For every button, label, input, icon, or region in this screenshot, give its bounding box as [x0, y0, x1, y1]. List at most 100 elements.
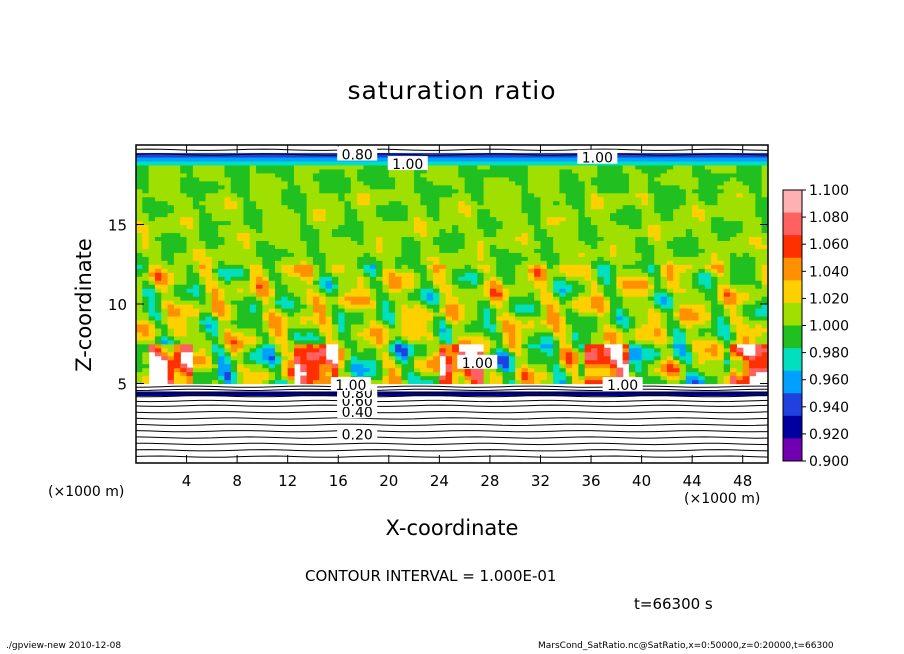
field-cell	[161, 351, 169, 357]
field-cell	[256, 160, 263, 166]
field-cell	[508, 244, 516, 249]
field-cell	[136, 268, 143, 273]
field-cell	[496, 268, 504, 273]
field-cell	[603, 272, 611, 277]
field-cell	[673, 300, 681, 305]
field-cell	[192, 331, 200, 337]
field-cell	[508, 296, 516, 301]
field-cell	[559, 184, 567, 190]
field-cell	[546, 323, 554, 329]
field-cell	[439, 315, 447, 321]
field-cell	[294, 164, 301, 170]
field-cell	[192, 240, 200, 245]
field-cell	[452, 304, 459, 309]
field-cell	[224, 276, 232, 281]
field-cell	[483, 156, 491, 162]
field-cell	[218, 339, 226, 345]
field-cell	[249, 160, 257, 166]
field-cell	[483, 200, 491, 206]
field-cell	[445, 212, 453, 218]
field-cell	[647, 315, 655, 321]
field-cell	[603, 276, 611, 281]
field-cell	[414, 304, 421, 309]
field-cell	[154, 343, 162, 349]
field-cell	[357, 204, 365, 210]
field-cell	[180, 371, 188, 377]
field-cell	[527, 208, 535, 214]
field-cell	[306, 268, 314, 273]
field-cell	[230, 248, 238, 253]
field-cell	[224, 335, 232, 341]
field-cell	[628, 323, 636, 329]
field-cell	[628, 304, 636, 309]
field-cell	[275, 300, 282, 305]
field-cell	[489, 331, 497, 337]
field-cell	[382, 331, 390, 337]
field-cell	[338, 335, 346, 341]
field-cell	[312, 272, 320, 277]
field-cell	[553, 168, 561, 174]
field-cell	[591, 208, 598, 214]
field-cell	[369, 200, 377, 206]
field-cell	[540, 359, 548, 365]
field-cell	[369, 367, 377, 373]
field-cell	[388, 188, 396, 194]
field-cell	[325, 264, 333, 269]
field-cell	[243, 172, 251, 178]
field-cell	[553, 272, 561, 277]
field-cell	[584, 196, 592, 202]
field-cell	[224, 228, 232, 234]
field-cell	[230, 236, 238, 241]
field-cell	[407, 188, 415, 194]
field-cell	[635, 319, 643, 325]
field-cell	[635, 307, 643, 313]
field-cell	[565, 379, 573, 385]
field-cell	[508, 331, 516, 337]
field-cell	[312, 375, 320, 381]
field-cell	[407, 319, 415, 325]
field-cell	[161, 284, 169, 289]
field-cell	[294, 264, 301, 269]
field-cell	[553, 256, 561, 261]
field-cell	[578, 224, 586, 230]
field-cell	[319, 204, 327, 210]
field-cell	[622, 244, 630, 249]
field-cell	[464, 168, 472, 174]
field-cell	[312, 236, 320, 241]
field-cell	[559, 192, 567, 198]
field-cell	[186, 335, 194, 341]
field-cell	[426, 276, 434, 281]
field-cell	[647, 236, 655, 241]
field-cell	[275, 272, 282, 277]
field-cell	[319, 288, 327, 293]
field-cell	[306, 323, 314, 329]
field-cell	[483, 292, 491, 297]
field-cell	[565, 256, 573, 261]
field-cell	[142, 176, 150, 182]
field-cell	[268, 236, 276, 241]
field-cell	[388, 304, 396, 309]
field-cell	[186, 300, 194, 305]
field-cell	[294, 335, 301, 341]
field-cell	[420, 196, 428, 202]
field-cell	[635, 335, 643, 341]
field-cell	[420, 268, 428, 273]
field-cell	[350, 276, 358, 281]
field-cell	[452, 196, 459, 202]
field-cell	[363, 176, 371, 182]
field-cell	[616, 220, 624, 226]
field-cell	[136, 323, 143, 329]
field-cell	[439, 200, 447, 206]
field-cell	[635, 232, 643, 238]
field-cell	[470, 252, 478, 257]
field-cell	[275, 232, 282, 238]
field-cell	[565, 204, 573, 210]
field-cell	[192, 307, 200, 313]
field-cell	[565, 236, 573, 241]
field-cell	[350, 339, 358, 345]
field-cell	[635, 160, 643, 166]
field-cell	[559, 315, 567, 321]
field-cell	[654, 300, 662, 305]
field-cell	[553, 355, 561, 361]
field-cell	[628, 252, 636, 257]
